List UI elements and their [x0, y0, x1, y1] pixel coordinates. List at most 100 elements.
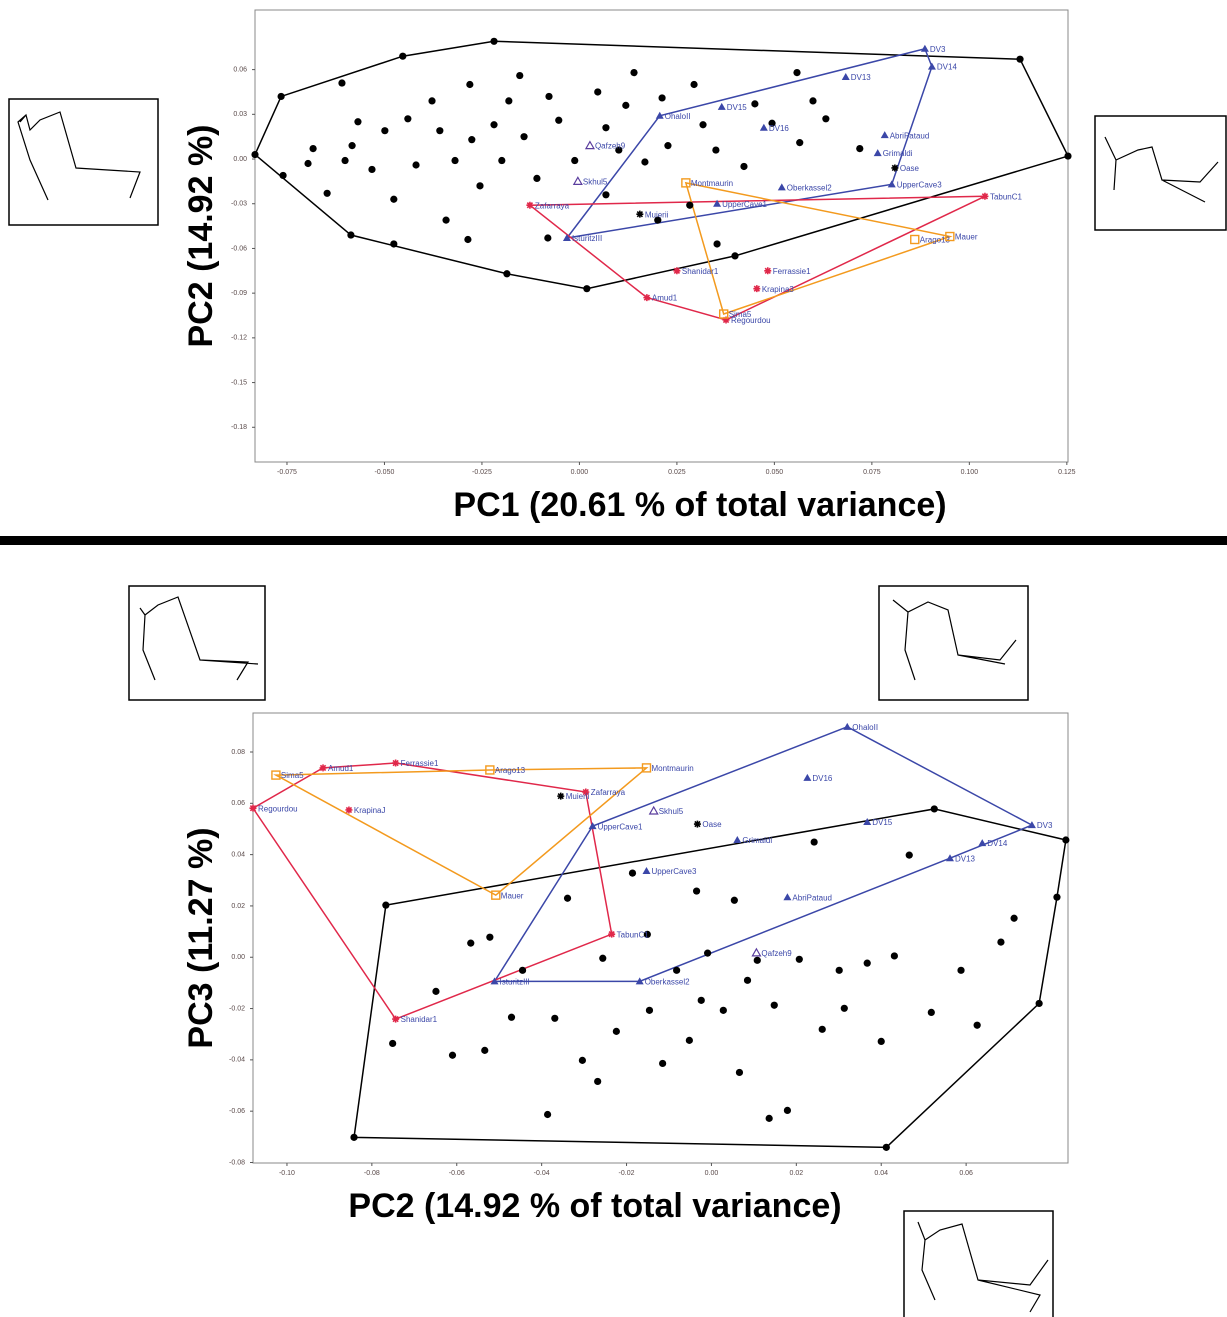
x-tick-label: -0.08 [364, 1170, 380, 1177]
point [704, 949, 712, 957]
point [654, 216, 662, 224]
point [635, 977, 644, 985]
point [599, 954, 607, 962]
point-label: DV15 [872, 818, 893, 827]
point [503, 270, 511, 278]
point [545, 92, 553, 101]
point-label: Zafarraya [535, 201, 570, 210]
point-label: Shanidar1 [401, 1015, 438, 1024]
point-label: Amud1 [652, 294, 678, 303]
point [516, 71, 524, 80]
point [602, 191, 610, 199]
point [490, 121, 498, 129]
point-label: DV16 [812, 774, 833, 783]
x-axis-title: PC1 (20.61 % of total variance) [453, 486, 946, 524]
point [498, 156, 506, 165]
point [810, 838, 818, 846]
point-label: Grimaldi [883, 149, 913, 158]
point [719, 1006, 727, 1014]
point [641, 158, 649, 166]
point-label: DV3 [1037, 821, 1053, 830]
point [347, 231, 355, 239]
point [713, 240, 721, 248]
point [481, 1046, 489, 1054]
point [486, 933, 494, 941]
point [551, 1014, 559, 1022]
x-tick-label: 0.06 [959, 1170, 973, 1177]
point [765, 1114, 773, 1122]
point [685, 1036, 693, 1044]
point [717, 102, 726, 110]
y-axis-title: PC3 (11.27 %) [182, 827, 220, 1048]
point [641, 763, 652, 773]
point [648, 805, 659, 815]
point [768, 119, 776, 127]
point [699, 121, 707, 129]
point [622, 101, 630, 109]
point [1064, 152, 1072, 160]
point [436, 127, 444, 135]
point-label: UpperCave1 [722, 200, 767, 209]
point [659, 1059, 667, 1068]
point [578, 1056, 586, 1064]
point [795, 955, 803, 963]
x-tick-label: -0.02 [619, 1170, 635, 1177]
point-label: UpperCave3 [651, 867, 696, 876]
point [526, 201, 534, 209]
y-tick-label: 0.06 [233, 66, 247, 73]
x-tick-label: 0.025 [668, 469, 686, 476]
y-tick-label: -0.02 [229, 1005, 245, 1012]
point-label: IsturitzIII [572, 234, 602, 243]
point [518, 966, 527, 974]
x-tick-label: 0.075 [863, 469, 881, 476]
point [770, 1001, 778, 1009]
x-tick-label: 0.100 [961, 469, 979, 476]
point-label: Regourdou [731, 316, 771, 325]
point-label: UpperCave3 [897, 180, 942, 189]
point [399, 52, 407, 60]
point-label: Regourdou [258, 804, 298, 813]
point [583, 285, 591, 293]
point [491, 890, 501, 900]
point [863, 959, 871, 967]
point-label: OhaloII [665, 112, 691, 121]
point [731, 252, 739, 260]
point [490, 977, 499, 985]
point [740, 162, 748, 171]
point [615, 146, 623, 154]
x-tick-label: 0.000 [571, 469, 589, 476]
point [843, 722, 852, 730]
point-label: Skhul5 [583, 177, 608, 186]
point [544, 234, 552, 242]
shape-thumbnail [878, 585, 1029, 701]
shape-thumbnail [903, 1210, 1054, 1317]
point [753, 285, 761, 293]
point [818, 1025, 826, 1033]
point [1016, 55, 1024, 63]
point-label: Mauer [955, 233, 978, 242]
point [563, 894, 572, 902]
point-label: Sima5 [729, 310, 752, 319]
point [973, 1021, 981, 1029]
point [681, 178, 691, 188]
point [319, 764, 327, 772]
point [389, 1039, 397, 1048]
point [1010, 914, 1018, 922]
point-label: AbriPataud [890, 131, 930, 140]
point [392, 759, 400, 767]
point-label: Muierii [645, 210, 669, 219]
y-tick-label: 0.00 [233, 156, 247, 163]
point [467, 939, 475, 947]
x-tick-label: 0.00 [705, 1170, 719, 1177]
convex-hull [273, 767, 649, 897]
convex-hull [353, 808, 1067, 1149]
point-label: Krapina3 [762, 285, 795, 294]
x-tick-label: -0.10 [279, 1170, 295, 1177]
point-label: IsturitzIII [500, 977, 530, 986]
point [697, 996, 705, 1004]
point [753, 956, 761, 964]
point [1027, 821, 1036, 829]
point [655, 111, 664, 119]
x-tick-label: 0.125 [1058, 469, 1076, 476]
point [890, 952, 898, 960]
